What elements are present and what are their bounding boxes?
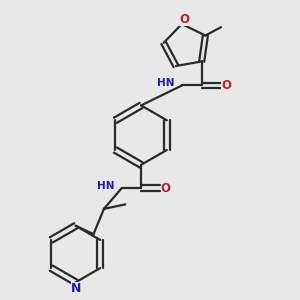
Text: HN: HN — [158, 78, 175, 88]
Text: O: O — [179, 14, 189, 26]
Text: O: O — [161, 182, 171, 194]
Text: HN: HN — [97, 181, 114, 191]
Text: N: N — [70, 282, 81, 295]
Text: O: O — [221, 79, 231, 92]
